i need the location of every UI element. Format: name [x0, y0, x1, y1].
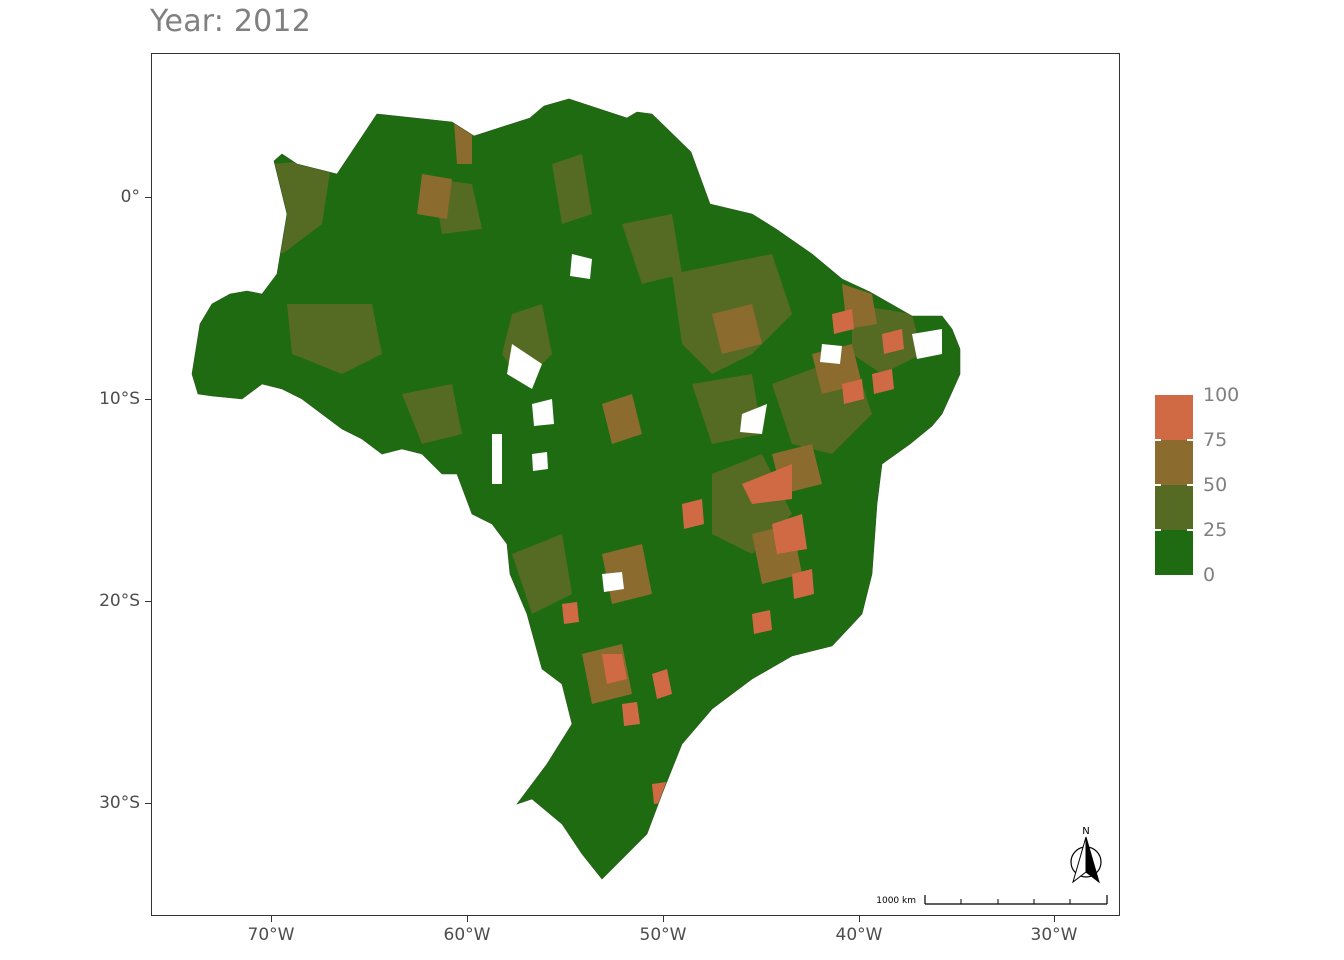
y-tick-label: 30°S: [99, 793, 140, 813]
x-tick-label: 70°W: [247, 925, 295, 945]
x-tick-mark: [467, 916, 468, 922]
x-tick-mark: [663, 916, 664, 922]
legend-swatch-25-50: [1155, 485, 1193, 530]
x-tick-mark: [1054, 916, 1055, 922]
legend-label: 75: [1203, 429, 1228, 451]
scale-bar-label: 1000 km: [876, 896, 916, 906]
x-tick-mark: [271, 916, 272, 922]
legend-break-mark: [1155, 529, 1161, 531]
y-tick-label: 10°S: [99, 389, 140, 409]
map-title: Year: 2012: [150, 4, 311, 39]
north-arrow-icon: N: [1070, 826, 1102, 884]
north-arrow-label: N: [1082, 826, 1089, 837]
brazil-map: 1000 km N: [191, 98, 1108, 906]
legend-break-mark: [1155, 484, 1161, 486]
legend-label: 100: [1203, 384, 1240, 406]
x-tick-label: 30°W: [1030, 925, 1078, 945]
y-tick-label: 20°S: [99, 591, 140, 611]
legend-break-mark: [1187, 439, 1193, 441]
y-tick-mark: [145, 197, 151, 198]
legend-label: 0: [1203, 564, 1216, 586]
y-tick-label: 0°: [120, 187, 140, 207]
y-tick-mark: [145, 399, 151, 400]
y-tick-mark: [145, 601, 151, 602]
legend-break-mark: [1187, 529, 1193, 531]
legend-break-mark: [1187, 484, 1193, 486]
no-data-regions: [492, 254, 942, 592]
x-tick-label: 40°W: [835, 925, 883, 945]
legend-label: 25: [1203, 519, 1228, 541]
x-tick-label: 50°W: [639, 925, 687, 945]
legend-swatch-0-25: [1155, 530, 1193, 575]
class-75-100-regions: [562, 309, 904, 804]
legend-swatch-50-75: [1155, 440, 1193, 485]
legend-break-mark: [1155, 439, 1161, 441]
y-tick-mark: [145, 803, 151, 804]
scale-bar: 1000 km: [876, 895, 1108, 906]
legend-swatch-75-100: [1155, 395, 1193, 440]
x-tick-mark: [859, 916, 860, 922]
legend-label: 50: [1203, 474, 1228, 496]
x-tick-label: 60°W: [443, 925, 491, 945]
map-panel: 1000 km N: [151, 53, 1120, 916]
